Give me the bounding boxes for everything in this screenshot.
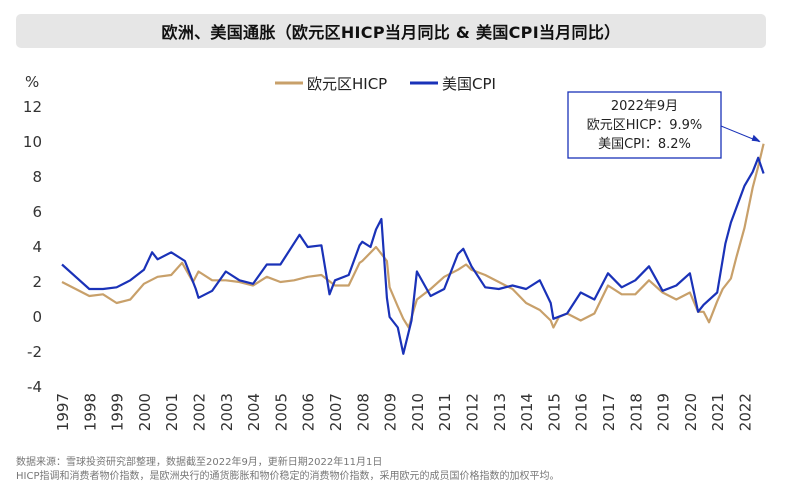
callout-text: 欧元区HICP：9.9% xyxy=(587,118,703,133)
x-tick-label: 1999 xyxy=(109,393,127,431)
x-tick-label: 2007 xyxy=(327,393,345,431)
legend-label: 欧元区HICP xyxy=(307,75,387,93)
x-tick-label: 2009 xyxy=(382,393,400,431)
x-tick-label: 2000 xyxy=(136,393,154,431)
x-tick-label: 2022 xyxy=(737,393,755,431)
chart-title: 欧洲、美国通胀（欧元区HICP当月同比 & 美国CPI当月同比） xyxy=(161,23,621,42)
x-tick-label: 2003 xyxy=(218,393,236,431)
y-tick-label: -4 xyxy=(27,378,42,396)
y-tick-label: 8 xyxy=(32,168,42,186)
callout-arrowhead xyxy=(751,134,761,142)
series-line-hicp xyxy=(61,143,765,329)
x-tick-label: 2011 xyxy=(436,393,454,431)
y-tick-label: 0 xyxy=(32,308,42,326)
x-tick-label: 2016 xyxy=(573,393,591,431)
x-tick-label: 1997 xyxy=(54,393,72,431)
y-tick-label: 10 xyxy=(23,133,42,151)
x-tick-label: 2020 xyxy=(682,393,700,431)
x-tick-label: 2005 xyxy=(272,393,290,431)
x-tick-label: 2010 xyxy=(409,393,427,431)
x-tick-label: 2004 xyxy=(245,393,263,431)
y-tick-label: 4 xyxy=(32,238,42,256)
x-tick-label: 2012 xyxy=(464,393,482,431)
x-tick-label: 2019 xyxy=(655,393,673,431)
callout-text: 美国CPI：8.2% xyxy=(598,137,691,152)
series-layer xyxy=(61,143,765,355)
legend: 欧元区HICP 美国CPI xyxy=(275,75,496,93)
y-tick-label: 6 xyxy=(32,203,42,221)
x-tick-label: 2008 xyxy=(354,393,372,431)
y-tick-label: 2 xyxy=(32,273,42,291)
x-tick-label: 1998 xyxy=(81,393,99,431)
x-tick-label: 2014 xyxy=(518,393,536,431)
title-bar: 欧洲、美国通胀（欧元区HICP当月同比 & 美国CPI当月同比） xyxy=(16,14,766,48)
callout-box xyxy=(567,91,722,159)
y-tick-label: 12 xyxy=(23,98,42,116)
x-tick-label: 2013 xyxy=(491,393,509,431)
x-axis: 1997 1998 1999 2000 2001 2002 2003 2004 2005 2006… xyxy=(54,393,755,431)
x-tick-label: 2006 xyxy=(300,393,318,431)
x-tick-label: 2018 xyxy=(627,393,645,431)
data-source-note: 数据来源：雪球投资研究部整理，数据截至2022年9月，更新日期2022年11月1… xyxy=(16,457,383,468)
legend-label: 美国CPI xyxy=(442,75,496,93)
y-axis: % -4 -2 0 2 4 6 8 10 12 xyxy=(23,73,42,396)
x-tick-label: 2021 xyxy=(709,393,727,431)
hicp-definition-note: HICP指调和消费者物价指数，是欧洲央行的通货膨胀和物价稳定的消费物价指数，采用… xyxy=(16,471,560,482)
y-axis-unit: % xyxy=(25,73,39,91)
y-tick-label: -2 xyxy=(27,343,42,361)
x-tick-label: 2002 xyxy=(191,393,209,431)
x-tick-label: 2017 xyxy=(600,393,618,431)
callout-text: 2022年9月 xyxy=(611,99,678,114)
series-line-us-cpi xyxy=(61,156,765,355)
x-tick-label: 2001 xyxy=(163,393,181,431)
footer: 数据来源：雪球投资研究部整理，数据截至2022年9月，更新日期2022年11月1… xyxy=(16,456,786,484)
x-tick-label: 2015 xyxy=(545,393,563,431)
